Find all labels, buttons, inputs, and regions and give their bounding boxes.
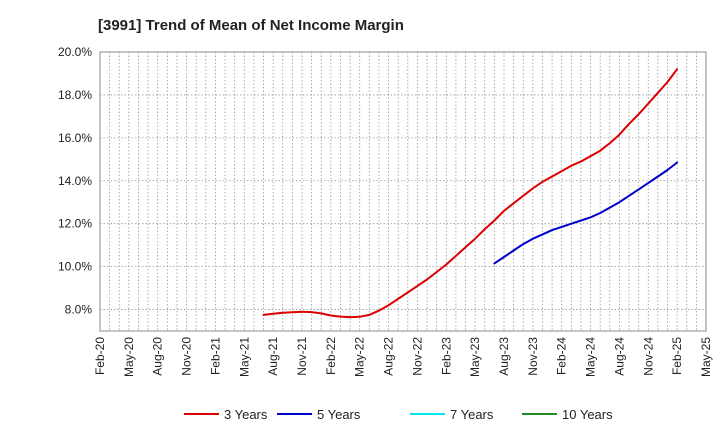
x-tick-label: Feb-24	[555, 337, 569, 375]
x-tick-label: May-21	[237, 337, 251, 377]
x-tick-label: Feb-21	[208, 337, 222, 375]
y-tick-label: 12.0%	[58, 217, 92, 231]
x-tick-label: Aug-22	[382, 337, 396, 376]
x-tick-label: May-25	[699, 337, 713, 377]
y-tick-label: 16.0%	[58, 131, 92, 145]
y-axis: 8.0% 10.0% 12.0% 14.0% 16.0% 18.0% 20.0%	[58, 45, 92, 317]
legend-label: 3 Years	[224, 407, 268, 422]
x-tick-label: Feb-20	[93, 337, 107, 375]
x-tick-label: May-24	[584, 337, 598, 377]
x-axis: Feb-20 May-20 Aug-20 Nov-20 Feb-21 May-21 Aug-…	[93, 337, 713, 377]
grid	[100, 51, 706, 331]
x-tick-label: Nov-21	[295, 337, 309, 376]
y-tick-label: 10.0%	[58, 260, 92, 274]
legend-label: 5 Years	[317, 407, 361, 422]
y-tick-label: 14.0%	[58, 174, 92, 188]
x-tick-label: Nov-23	[526, 337, 540, 376]
y-tick-label: 18.0%	[58, 88, 92, 102]
x-tick-label: May-23	[468, 337, 482, 377]
series-lines	[262, 68, 679, 319]
y-tick-label: 8.0%	[65, 303, 93, 317]
legend: 3 Years 5 Years 7 Years 10 Years	[184, 407, 613, 422]
x-tick-label: Feb-23	[439, 337, 453, 375]
legend-label: 10 Years	[562, 407, 613, 422]
x-tick-label: Nov-24	[641, 337, 655, 376]
x-tick-label: Aug-23	[497, 337, 511, 376]
x-tick-label: Feb-22	[324, 337, 338, 375]
series-line	[493, 161, 679, 265]
chart-title: [3991] Trend of Mean of Net Income Margi…	[98, 17, 404, 34]
x-tick-label: Feb-25	[670, 337, 684, 375]
x-tick-label: Nov-20	[180, 337, 194, 376]
legend-label: 7 Years	[450, 407, 494, 422]
x-tick-label: Aug-24	[612, 337, 626, 376]
x-tick-label: Nov-22	[410, 337, 424, 376]
x-tick-label: Aug-21	[266, 337, 280, 376]
x-tick-label: May-20	[122, 337, 136, 377]
x-tick-label: Aug-20	[151, 337, 165, 376]
y-tick-label: 20.0%	[58, 45, 92, 59]
series-line	[262, 68, 679, 319]
x-tick-label: May-22	[353, 337, 367, 377]
plot-frame	[99, 51, 707, 332]
